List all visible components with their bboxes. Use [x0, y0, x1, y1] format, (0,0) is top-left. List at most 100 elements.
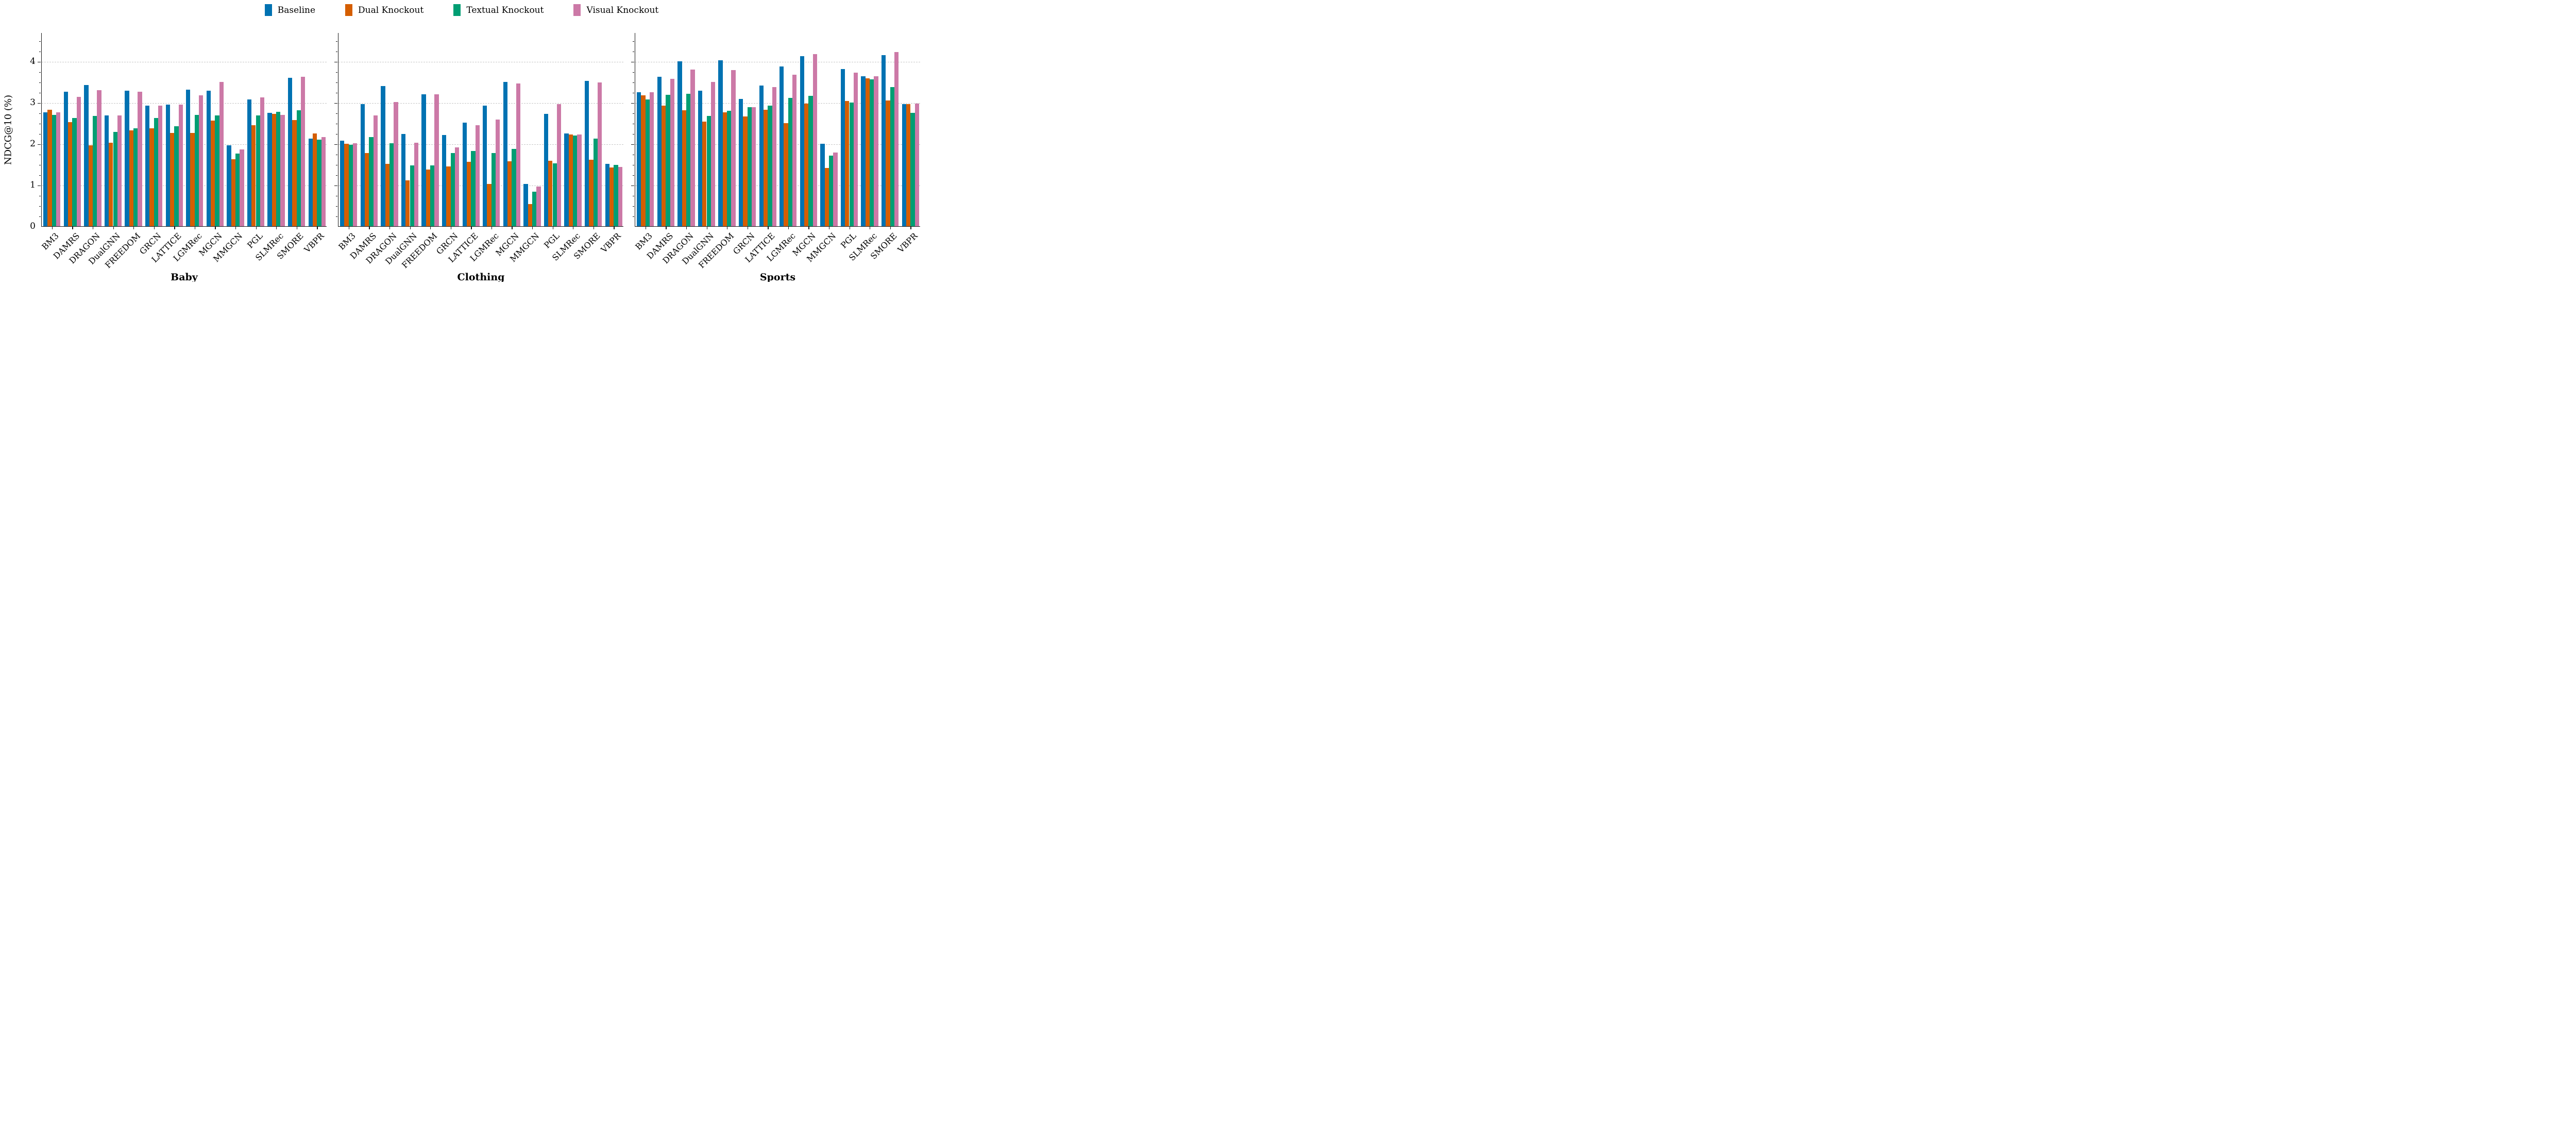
bar-baby-MMGCN-visual-knockout [240, 149, 244, 226]
bar-sports-FREEDOM-dual-knockout [722, 112, 727, 226]
y-major-tick [631, 103, 635, 104]
panel-title-sports: Sports [759, 272, 796, 282]
y-minor-tick [335, 82, 338, 83]
bar-clothing-DualGNN-baseline [401, 133, 406, 226]
bar-clothing-MGCN-visual-knockout [516, 83, 520, 226]
panel-title-clothing: Clothing [457, 272, 505, 282]
legend-swatch-icon [453, 4, 461, 16]
gridline-y3 [42, 103, 327, 104]
bar-sports-VBPR-textual-knockout [910, 113, 915, 226]
bar-clothing-LATTICE-visual-knockout [475, 125, 480, 226]
bar-clothing-GRCN-baseline [442, 135, 447, 226]
bar-clothing-GRCN-textual-knockout [450, 153, 455, 226]
bar-sports-DAMRS-visual-knockout [670, 79, 674, 226]
bar-baby-FREEDOM-textual-knockout [133, 128, 138, 226]
bar-baby-FREEDOM-baseline [125, 90, 129, 226]
x-tick [52, 226, 53, 229]
y-minor-tick [39, 82, 41, 83]
bar-sports-PGL-baseline [840, 69, 845, 226]
x-tick [389, 226, 391, 229]
bar-baby-SLMRec-baseline [267, 113, 272, 226]
x-tick [430, 226, 431, 229]
bar-baby-SMORE-textual-knockout [296, 110, 301, 226]
bar-clothing-PGL-dual-knockout [548, 160, 553, 226]
bar-baby-MGCN-baseline [206, 90, 211, 226]
bar-baby-DualGNN-textual-knockout [113, 131, 117, 226]
bar-clothing-DRAGON-textual-knockout [389, 143, 394, 226]
bar-baby-BM3-baseline [43, 112, 48, 226]
bar-clothing-GRCN-visual-knockout [454, 147, 460, 226]
bar-sports-SLMRec-visual-knockout [874, 76, 878, 226]
bar-baby-LGMRec-dual-knockout [190, 133, 195, 226]
legend-swatch-icon [345, 4, 353, 16]
bar-sports-MGCN-visual-knockout [812, 54, 817, 226]
bar-sports-SMORE-visual-knockout [894, 52, 899, 226]
bar-clothing-BM3-baseline [340, 140, 345, 226]
bar-baby-DAMRS-visual-knockout [76, 96, 81, 226]
y-minor-tick [39, 175, 41, 176]
bar-baby-DualGNN-visual-knockout [117, 115, 122, 226]
bar-baby-VBPR-textual-knockout [317, 140, 321, 226]
bar-clothing-BM3-dual-knockout [344, 144, 349, 226]
x-tick [910, 226, 911, 229]
bar-sports-LATTICE-visual-knockout [772, 87, 776, 226]
plot-area: BM3 DAMRS DRAGON DualGNN FREEDOM GRCN LATTICE L… [631, 33, 920, 282]
y-minor-tick [335, 72, 338, 73]
y-tick-label: 1 [30, 180, 36, 190]
bar-sports-MMGCN-textual-knockout [828, 156, 834, 226]
bar-baby-BM3-textual-knockout [52, 115, 57, 226]
bar-sports-FREEDOM-textual-knockout [727, 111, 732, 226]
figure: Baseline Dual Knockout Textual Knockout Vis… [0, 0, 923, 282]
y-minor-tick [39, 206, 41, 207]
bar-sports-SMORE-dual-knockout [886, 100, 890, 226]
bar-baby-GRCN-baseline [145, 106, 150, 226]
y-tick-label: 0 [30, 221, 36, 231]
y-minor-tick [632, 216, 635, 217]
bar-clothing-FREEDOM-textual-knockout [430, 165, 435, 226]
bar-sports-DualGNN-baseline [698, 90, 703, 226]
bar-baby-LATTICE-dual-knockout [170, 133, 175, 226]
gridline-y3 [635, 103, 920, 104]
bar-baby-PGL-dual-knockout [251, 125, 256, 226]
y-minor-tick [632, 113, 635, 114]
bar-sports-LATTICE-textual-knockout [768, 106, 772, 226]
bar-clothing-SLMRec-dual-knockout [568, 134, 573, 226]
legend-label: Textual Knockout [466, 5, 544, 15]
bar-sports-VBPR-baseline [902, 104, 906, 226]
bar-sports-SLMRec-baseline [861, 76, 866, 226]
bar-baby-LGMRec-textual-knockout [194, 115, 199, 226]
y-major-tick [38, 103, 41, 104]
x-tick [174, 226, 175, 229]
bar-baby-FREEDOM-visual-knockout [138, 92, 142, 226]
bar-baby-PGL-baseline [247, 99, 252, 226]
bar-baby-SMORE-dual-knockout [292, 120, 297, 226]
y-minor-tick [335, 113, 338, 114]
bar-baby-SMORE-visual-knockout [300, 76, 306, 226]
y-minor-tick [632, 72, 635, 73]
bar-baby-BM3-visual-knockout [56, 112, 61, 226]
legend-label: Visual Knockout [586, 5, 659, 15]
legend-item: Dual Knockout [345, 4, 423, 16]
bar-clothing-DRAGON-visual-knockout [394, 102, 398, 226]
y-minor-tick [39, 113, 41, 114]
plot-area: BM3 DAMRS DRAGON DualGNN FREEDOM GRCN LATTICE L… [334, 33, 623, 282]
bar-sports-SMORE-baseline [882, 55, 886, 226]
bar-baby-LATTICE-textual-knockout [174, 126, 179, 226]
y-tick-label: 3 [30, 97, 36, 108]
bar-baby-LGMRec-baseline [186, 90, 191, 226]
panel-sports: BM3 DAMRS DRAGON DualGNN FREEDOM GRCN LATTICE L… [631, 33, 920, 282]
bar-sports-LATTICE-baseline [759, 86, 764, 226]
bar-clothing-DualGNN-visual-knockout [414, 142, 419, 226]
bar-sports-LGMRec-textual-knockout [788, 98, 793, 226]
x-tick [808, 226, 809, 229]
bar-clothing-LATTICE-textual-knockout [471, 150, 476, 226]
bar-sports-MGCN-baseline [800, 56, 805, 226]
bar-sports-GRCN-dual-knockout [743, 116, 748, 226]
bar-clothing-SMORE-visual-knockout [597, 82, 602, 226]
bar-sports-LGMRec-baseline [779, 66, 784, 226]
bar-clothing-LGMRec-textual-knockout [491, 153, 496, 226]
bar-sports-DAMRS-baseline [657, 77, 662, 226]
bar-sports-VBPR-visual-knockout [914, 104, 919, 226]
bar-clothing-MGCN-textual-knockout [512, 148, 516, 226]
bar-sports-MGCN-textual-knockout [808, 96, 813, 226]
